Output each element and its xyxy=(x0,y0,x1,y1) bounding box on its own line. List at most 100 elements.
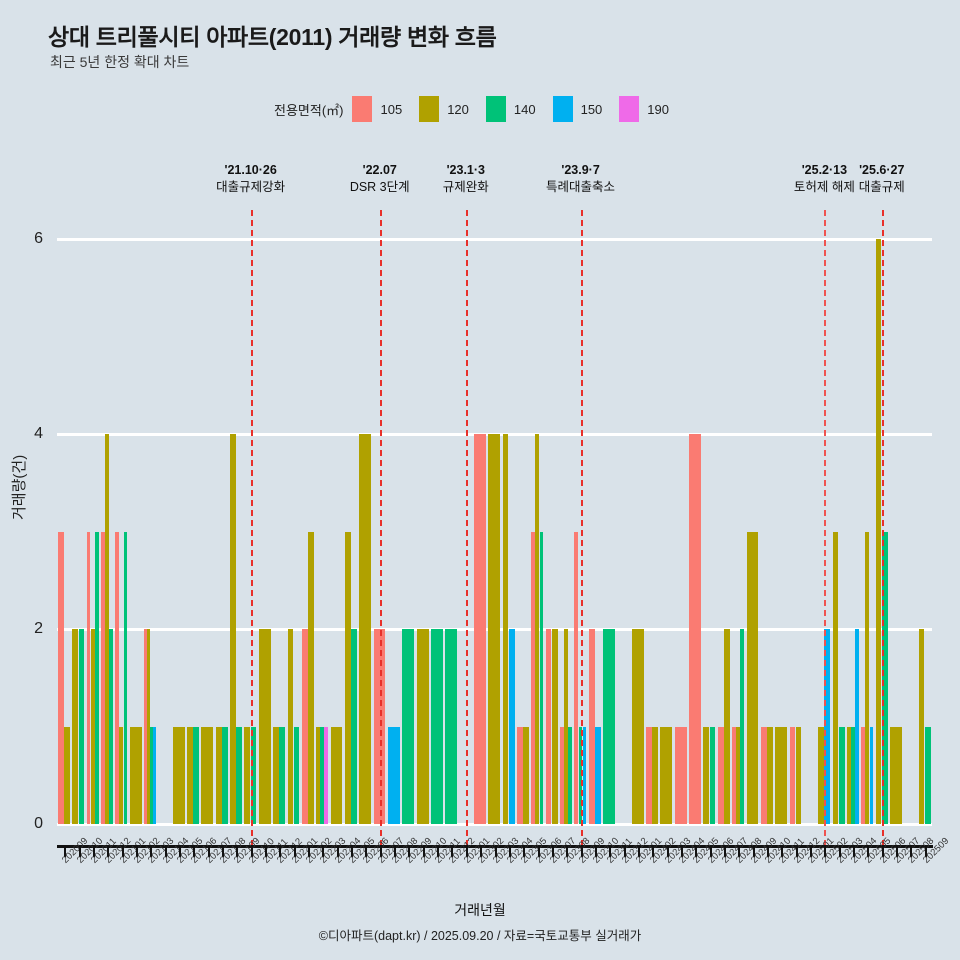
bar[interactable] xyxy=(736,726,740,824)
bar[interactable] xyxy=(287,629,294,824)
bar[interactable] xyxy=(838,726,845,824)
bar[interactable] xyxy=(78,629,85,824)
bar[interactable] xyxy=(473,434,486,824)
bar[interactable] xyxy=(101,531,105,824)
bar[interactable] xyxy=(851,726,855,824)
bar[interactable] xyxy=(150,726,153,824)
bar[interactable] xyxy=(603,629,615,824)
bar[interactable] xyxy=(273,726,279,824)
bar[interactable] xyxy=(236,726,243,824)
bar[interactable] xyxy=(153,726,156,824)
bar[interactable] xyxy=(531,531,536,824)
bar[interactable] xyxy=(488,434,501,824)
bar[interactable] xyxy=(387,726,400,824)
bar[interactable] xyxy=(740,629,745,824)
bar[interactable] xyxy=(330,726,343,824)
bar[interactable] xyxy=(72,629,79,824)
bar[interactable] xyxy=(193,726,200,824)
bar[interactable] xyxy=(230,434,236,824)
bar[interactable] xyxy=(402,629,415,824)
bar[interactable] xyxy=(445,629,458,824)
legend-item-105[interactable]: 105 xyxy=(352,96,415,122)
bar[interactable] xyxy=(144,629,147,824)
legend-item-140[interactable]: 140 xyxy=(485,96,549,122)
bar[interactable] xyxy=(574,531,579,824)
bar[interactable] xyxy=(351,629,357,824)
bar[interactable] xyxy=(918,629,925,824)
bar[interactable] xyxy=(760,726,767,824)
bar[interactable] xyxy=(279,726,286,824)
bar[interactable] xyxy=(855,629,859,824)
bar[interactable] xyxy=(551,629,558,824)
bar[interactable] xyxy=(187,726,193,824)
bar[interactable] xyxy=(652,726,659,824)
bar[interactable] xyxy=(881,531,888,824)
bar[interactable] xyxy=(732,726,736,824)
bar[interactable] xyxy=(221,726,228,824)
bar[interactable] xyxy=(129,726,142,824)
bar[interactable] xyxy=(324,726,329,824)
bar[interactable] xyxy=(869,726,874,824)
legend-item-150[interactable]: 150 xyxy=(552,96,616,122)
bar[interactable] xyxy=(924,726,931,824)
bar[interactable] xyxy=(824,629,831,824)
bar[interactable] xyxy=(301,629,308,824)
bar[interactable] xyxy=(508,629,515,824)
bar[interactable] xyxy=(875,239,882,824)
bar[interactable] xyxy=(709,726,716,824)
bar[interactable] xyxy=(724,629,730,824)
bar[interactable] xyxy=(717,726,724,824)
bar[interactable] xyxy=(578,726,583,824)
bar[interactable] xyxy=(568,726,572,824)
bar[interactable] xyxy=(889,726,902,824)
bar[interactable] xyxy=(582,726,587,824)
bar[interactable] xyxy=(545,629,552,824)
bar[interactable] xyxy=(846,726,851,824)
bar[interactable] xyxy=(215,726,222,824)
bar[interactable] xyxy=(293,726,300,824)
bar[interactable] xyxy=(674,726,687,824)
bar[interactable] xyxy=(818,726,825,824)
bar[interactable] xyxy=(373,629,386,824)
bar[interactable] xyxy=(316,726,320,824)
bar[interactable] xyxy=(703,726,710,824)
bar[interactable] xyxy=(58,531,64,824)
bar[interactable] xyxy=(767,726,773,824)
bar[interactable] xyxy=(502,434,509,824)
bar[interactable] xyxy=(539,531,544,824)
bar[interactable] xyxy=(594,726,601,824)
bar[interactable] xyxy=(646,726,652,824)
bar[interactable] xyxy=(64,726,70,824)
bar[interactable] xyxy=(517,726,523,824)
bar[interactable] xyxy=(244,726,251,824)
bar[interactable] xyxy=(631,629,644,824)
bar[interactable] xyxy=(689,434,702,824)
bar[interactable] xyxy=(416,629,429,824)
bar[interactable] xyxy=(250,726,257,824)
bar[interactable] xyxy=(344,531,351,824)
bar[interactable] xyxy=(588,629,595,824)
bar[interactable] xyxy=(865,531,870,824)
bar[interactable] xyxy=(832,531,839,824)
bar[interactable] xyxy=(560,726,564,824)
bar[interactable] xyxy=(564,629,568,824)
bar[interactable] xyxy=(861,726,865,824)
bar[interactable] xyxy=(430,629,443,824)
bar[interactable] xyxy=(94,531,99,824)
bar[interactable] xyxy=(359,434,372,824)
legend-item-120[interactable]: 120 xyxy=(419,96,482,122)
bar[interactable] xyxy=(795,726,802,824)
bar[interactable] xyxy=(119,726,124,824)
bar[interactable] xyxy=(258,629,271,824)
bar[interactable] xyxy=(147,629,150,824)
bar[interactable] xyxy=(109,629,113,824)
bar[interactable] xyxy=(320,726,325,824)
bar[interactable] xyxy=(308,531,314,824)
bar[interactable] xyxy=(90,629,95,824)
legend-item-190[interactable]: 190 xyxy=(619,96,682,122)
bar[interactable] xyxy=(746,531,759,824)
bar[interactable] xyxy=(86,531,91,824)
bar[interactable] xyxy=(123,531,128,824)
bar[interactable] xyxy=(201,726,214,824)
bar[interactable] xyxy=(775,726,788,824)
